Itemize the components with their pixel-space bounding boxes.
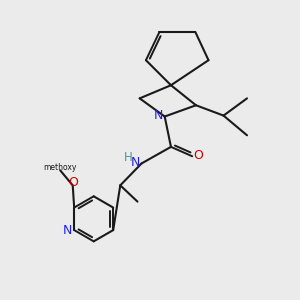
Text: H: H bbox=[124, 151, 133, 164]
Text: methoxy: methoxy bbox=[43, 163, 76, 172]
Text: O: O bbox=[194, 149, 203, 162]
Text: N: N bbox=[63, 224, 72, 237]
Text: N: N bbox=[154, 109, 163, 122]
Text: N: N bbox=[131, 156, 141, 169]
Text: O: O bbox=[68, 176, 78, 189]
